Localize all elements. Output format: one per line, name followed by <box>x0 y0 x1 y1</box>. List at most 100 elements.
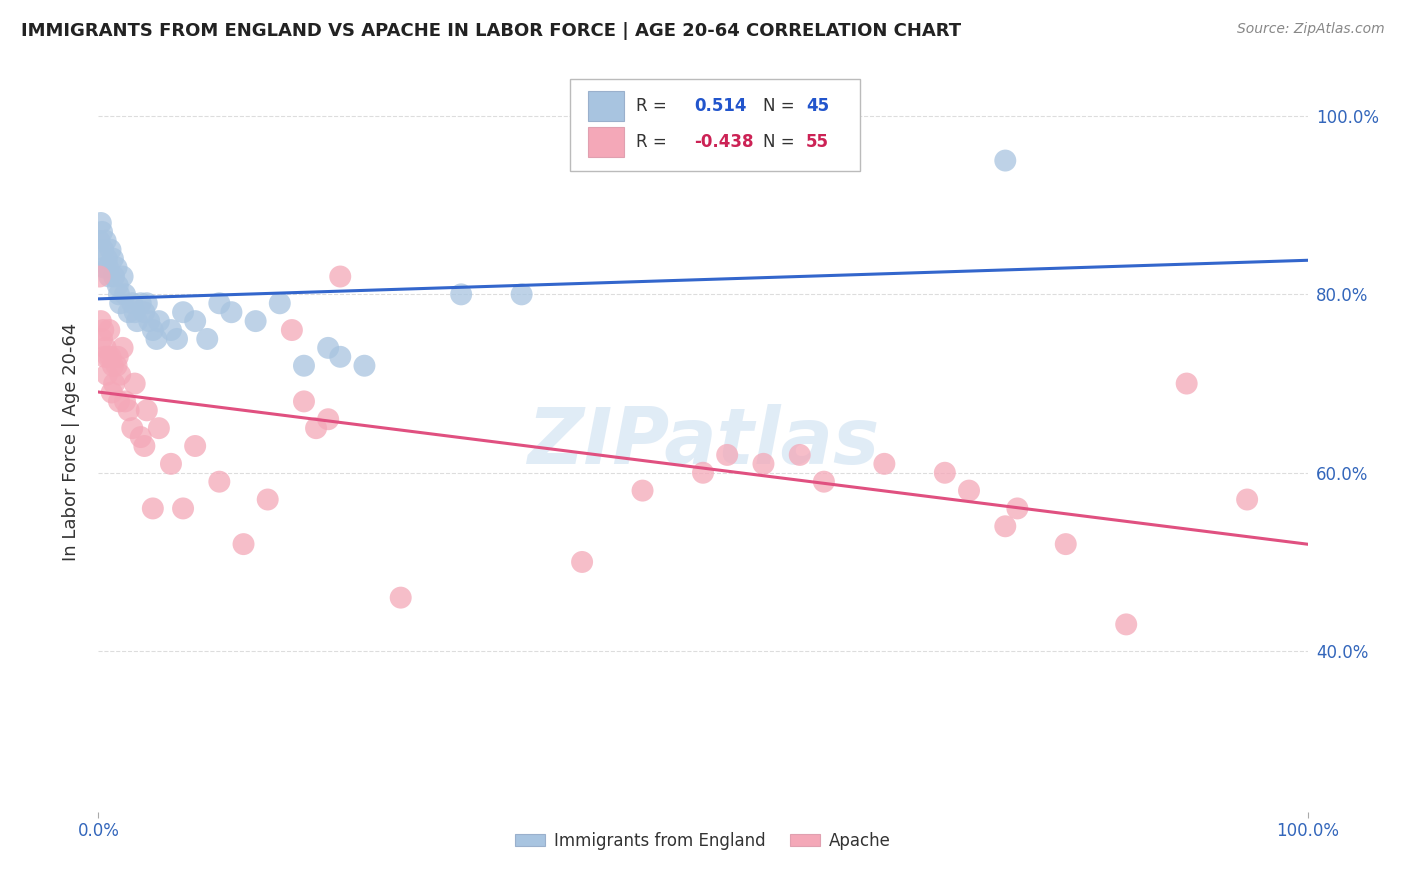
Point <box>305 421 328 435</box>
Point <box>172 501 194 516</box>
Text: N =: N = <box>763 97 794 115</box>
Point <box>1007 501 1029 516</box>
Point <box>166 332 188 346</box>
Legend: Immigrants from England, Apache: Immigrants from England, Apache <box>509 825 897 856</box>
Point <box>108 394 131 409</box>
Point <box>94 341 117 355</box>
Point <box>97 260 120 275</box>
Point <box>994 153 1017 168</box>
Point <box>292 359 315 373</box>
Point <box>389 591 412 605</box>
Point <box>148 421 170 435</box>
Text: 55: 55 <box>806 133 828 151</box>
Point <box>93 260 115 275</box>
Point <box>124 376 146 391</box>
Point <box>813 475 835 489</box>
Point <box>1115 617 1137 632</box>
Text: R =: R = <box>637 97 672 115</box>
Point <box>281 323 304 337</box>
Point <box>172 305 194 319</box>
Point <box>148 314 170 328</box>
Point <box>100 350 122 364</box>
Point <box>716 448 738 462</box>
Text: N =: N = <box>763 133 794 151</box>
Text: -0.438: -0.438 <box>695 133 754 151</box>
Point <box>789 448 811 462</box>
Point <box>97 350 120 364</box>
Point <box>90 314 112 328</box>
Text: IMMIGRANTS FROM ENGLAND VS APACHE IN LABOR FORCE | AGE 20-64 CORRELATION CHART: IMMIGRANTS FROM ENGLAND VS APACHE IN LAB… <box>21 22 962 40</box>
Point <box>98 269 121 284</box>
Point <box>134 439 156 453</box>
Point <box>101 359 124 373</box>
Point <box>107 278 129 293</box>
Point <box>510 287 533 301</box>
Point <box>91 243 114 257</box>
Point <box>93 350 115 364</box>
Text: ZIPatlas: ZIPatlas <box>527 403 879 480</box>
Point <box>571 555 593 569</box>
Point <box>105 359 128 373</box>
Point <box>129 430 152 444</box>
Point <box>316 412 339 426</box>
Point <box>89 269 111 284</box>
Point <box>90 216 112 230</box>
Point <box>89 234 111 248</box>
Point <box>129 296 152 310</box>
Text: 0.514: 0.514 <box>695 97 747 115</box>
Point <box>160 323 183 337</box>
Point <box>91 323 114 337</box>
Point <box>631 483 654 498</box>
Point <box>111 341 134 355</box>
Point <box>108 368 131 382</box>
Point <box>121 421 143 435</box>
Point <box>269 296 291 310</box>
Point <box>91 225 114 239</box>
Point <box>329 350 352 364</box>
Point <box>98 323 121 337</box>
Point <box>957 483 980 498</box>
Point <box>208 296 231 310</box>
Point <box>105 260 128 275</box>
Point <box>127 314 149 328</box>
Point <box>1175 376 1198 391</box>
Point <box>353 359 375 373</box>
Point <box>103 376 125 391</box>
Point <box>118 305 141 319</box>
Point <box>256 492 278 507</box>
Point <box>100 385 122 400</box>
Point <box>135 296 157 310</box>
Text: R =: R = <box>637 133 668 151</box>
Text: Source: ZipAtlas.com: Source: ZipAtlas.com <box>1237 22 1385 37</box>
Point <box>142 323 165 337</box>
Point <box>111 269 134 284</box>
Point <box>124 305 146 319</box>
Point <box>94 234 117 248</box>
FancyBboxPatch shape <box>588 91 624 121</box>
Point <box>91 332 114 346</box>
Point <box>329 269 352 284</box>
Point <box>142 501 165 516</box>
Point <box>160 457 183 471</box>
Point <box>692 466 714 480</box>
FancyBboxPatch shape <box>569 78 860 171</box>
Point <box>135 403 157 417</box>
Point <box>103 269 125 284</box>
Y-axis label: In Labor Force | Age 20-64: In Labor Force | Age 20-64 <box>62 322 80 561</box>
Point <box>114 287 136 301</box>
Point <box>316 341 339 355</box>
Point <box>134 305 156 319</box>
Point <box>450 287 472 301</box>
Point <box>100 243 122 257</box>
Point <box>145 332 167 346</box>
Point <box>994 519 1017 533</box>
Point <box>96 252 118 266</box>
Point <box>101 252 124 266</box>
Point <box>245 314 267 328</box>
Point <box>108 287 131 301</box>
Point <box>195 332 218 346</box>
Point <box>138 314 160 328</box>
Point <box>752 457 775 471</box>
Point <box>873 457 896 471</box>
Point <box>108 296 131 310</box>
